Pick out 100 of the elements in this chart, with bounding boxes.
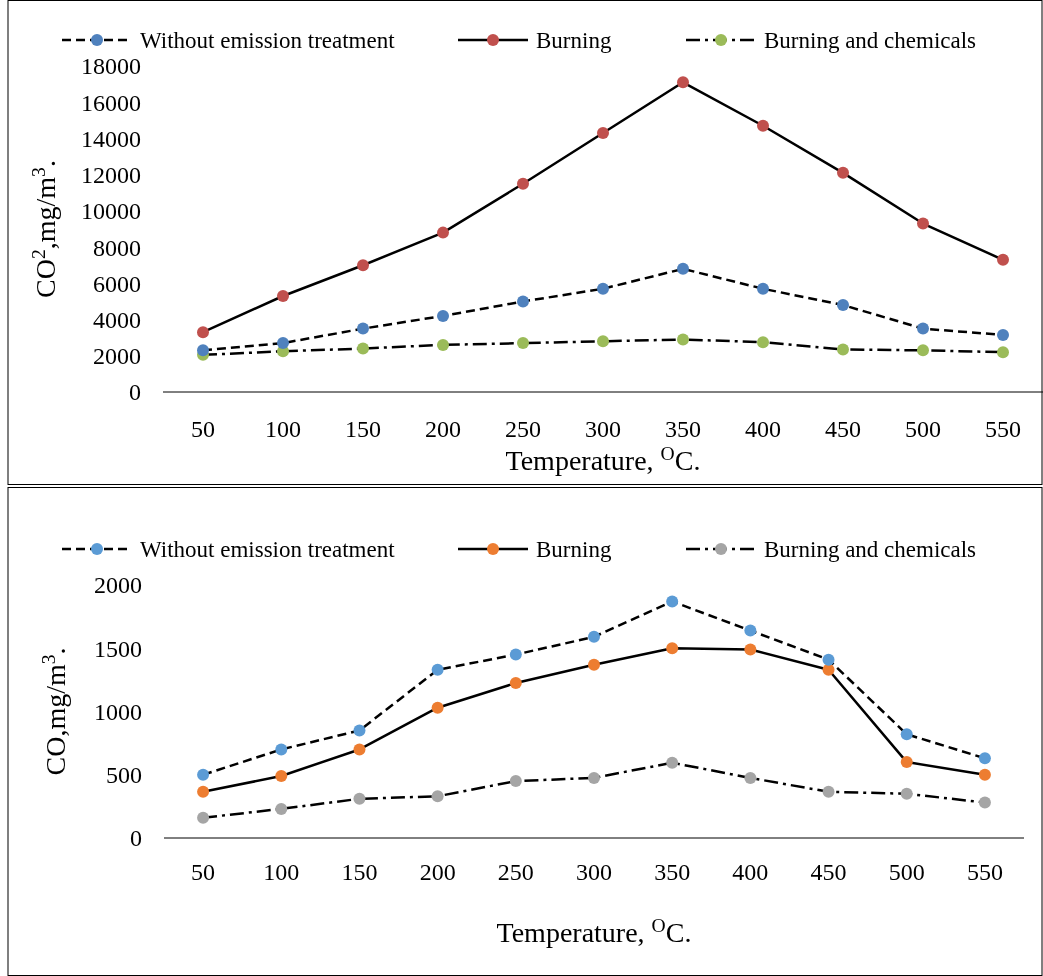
x-tick-label: 450 <box>810 859 847 885</box>
y-tick-label: 0 <box>129 379 141 406</box>
point <box>437 226 449 239</box>
point <box>666 642 679 655</box>
x-tick-label: 500 <box>905 416 941 442</box>
point <box>353 724 366 737</box>
legend-label: Without emission treatment <box>140 537 396 563</box>
point <box>509 648 522 661</box>
point <box>744 624 757 637</box>
point <box>353 792 366 805</box>
point <box>837 299 849 312</box>
point <box>837 343 849 356</box>
x-tick-label: 400 <box>732 859 769 885</box>
point <box>978 752 991 765</box>
x-tick-label: 100 <box>265 416 301 442</box>
y-tick-label: 0 <box>130 825 142 852</box>
x-tick-label: 150 <box>345 416 381 442</box>
point <box>517 295 529 308</box>
y-tick-label: 8000 <box>93 234 141 261</box>
x-tick-label: 50 <box>191 859 216 885</box>
x-tick-label: 500 <box>888 859 925 885</box>
x-tick-label: 300 <box>585 416 621 442</box>
point <box>437 338 449 351</box>
point <box>978 768 991 781</box>
point <box>978 796 991 809</box>
y-tick-label: 4000 <box>93 306 141 333</box>
point <box>275 770 288 783</box>
point <box>597 335 609 348</box>
point <box>757 119 769 132</box>
point <box>917 344 929 357</box>
point <box>666 756 679 769</box>
point <box>822 653 835 666</box>
y-tick-label: 16000 <box>81 89 141 116</box>
point <box>431 701 444 714</box>
x-tick-label: 550 <box>985 416 1021 442</box>
y-tick-label: 6000 <box>93 270 141 297</box>
x-tick-label: 300 <box>576 859 612 885</box>
x-tick-label: 350 <box>654 859 691 885</box>
y-tick-label: 500 <box>106 762 142 789</box>
x-tick-label: 200 <box>425 416 461 442</box>
point <box>275 802 288 815</box>
point <box>917 217 929 230</box>
point <box>822 663 835 676</box>
point <box>744 643 757 656</box>
point <box>900 728 913 741</box>
y-tick-label: 1500 <box>94 635 142 662</box>
point <box>517 177 529 190</box>
legend-label: Burning and chemicals <box>764 28 977 54</box>
x-tick-label: 50 <box>191 416 215 442</box>
point <box>677 333 689 346</box>
point <box>917 322 929 335</box>
point <box>353 743 366 756</box>
point <box>837 166 849 179</box>
point <box>588 771 600 784</box>
point <box>431 790 444 803</box>
legend-label: Burning and chemicals <box>764 537 977 563</box>
x-axis-title: Temperature, $^{O}$C. <box>496 914 692 948</box>
y-tick-label: 18000 <box>81 53 141 80</box>
y-tick-label: 2000 <box>94 572 142 599</box>
x-tick-label: 250 <box>505 416 541 442</box>
point <box>744 771 757 784</box>
x-tick-label: 200 <box>419 859 456 885</box>
point <box>997 253 1009 266</box>
point <box>597 282 609 295</box>
point <box>900 787 913 800</box>
x-tick-label: 350 <box>665 416 701 442</box>
point <box>197 326 209 339</box>
x-tick-label: 550 <box>966 859 1003 885</box>
x-tick-label: 100 <box>263 859 300 885</box>
point <box>677 262 689 275</box>
legend-label: Burning <box>536 28 612 54</box>
point <box>357 322 369 335</box>
y-tick-label: 10000 <box>81 198 141 225</box>
x-axis-title: Temperature, $^{O}$C. <box>505 442 701 476</box>
point <box>509 775 522 788</box>
x-tick-label: 250 <box>497 859 534 885</box>
point <box>757 282 769 295</box>
point <box>509 677 522 690</box>
point <box>431 663 444 676</box>
point <box>588 658 600 671</box>
point <box>197 811 210 824</box>
point <box>677 76 689 89</box>
point <box>275 743 288 756</box>
point <box>666 595 679 608</box>
point <box>437 309 449 322</box>
legend-label: Burning <box>536 537 612 563</box>
point <box>277 337 289 350</box>
point <box>900 756 913 769</box>
point <box>597 127 609 140</box>
x-tick-label: 150 <box>341 859 378 885</box>
point <box>197 344 209 357</box>
point <box>197 785 210 798</box>
point <box>588 630 600 643</box>
x-tick-label: 450 <box>825 416 861 442</box>
point <box>822 785 835 798</box>
legend-label: Without emission treatment <box>140 28 396 54</box>
point <box>197 768 210 781</box>
y-tick-label: 12000 <box>81 162 141 189</box>
y-tick-label: 14000 <box>81 125 141 152</box>
y-tick-label: 2000 <box>93 343 141 370</box>
